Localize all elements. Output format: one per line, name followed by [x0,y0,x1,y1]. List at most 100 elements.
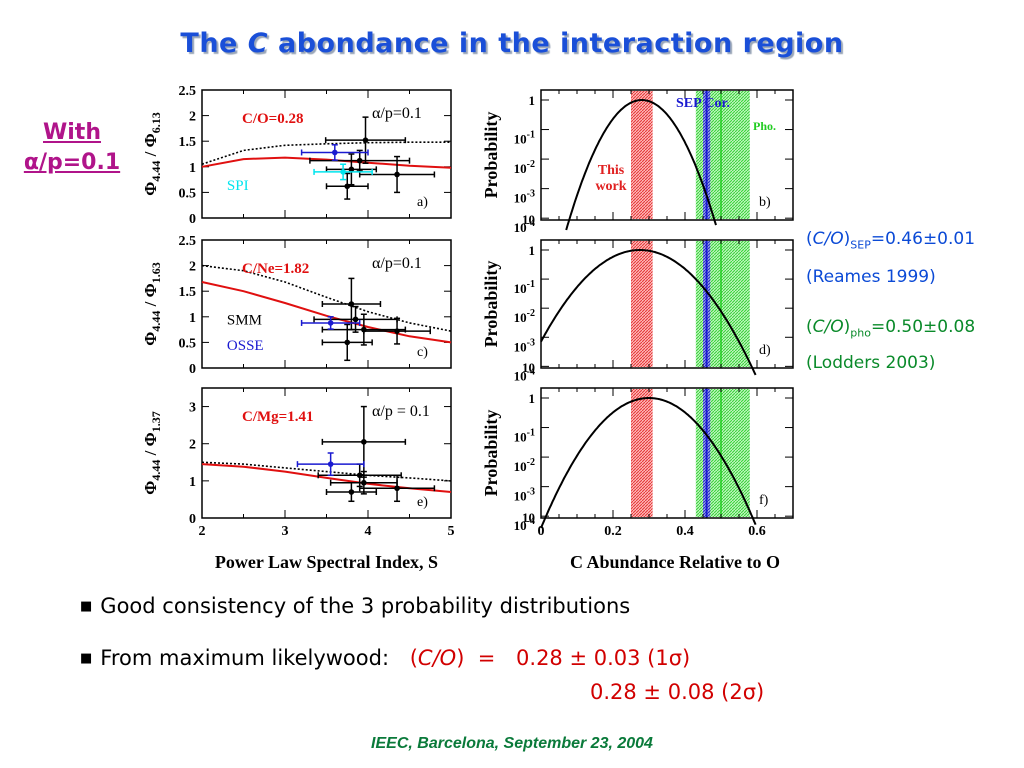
x-tick-label: 0 [538,524,545,539]
model-curve-dotted [201,461,452,482]
panel-label: a) [417,195,428,210]
sep-band-label: SEP Cor. [676,96,730,111]
y-tick-label: 10-1 [514,428,535,445]
y-tick-label: 1.5 [179,135,197,150]
slide-title: The C abondance in the interaction regio… [180,28,844,59]
data-point [340,169,346,175]
pho-reference: (Lodders 2003) [806,353,936,373]
y-tick-label: 10-2 [514,308,535,325]
ratio-label: C/O=0.28 [242,111,303,127]
data-point [361,479,367,486]
alpha-label: α/p=0.1 [372,105,422,122]
this-work-label: work [595,179,626,194]
instrument-label: SPI [227,178,249,194]
x-tick-label: 0.2 [604,524,622,539]
with-line: With [43,120,101,145]
data-point [361,439,367,445]
y-tick-label: 10 [522,510,535,525]
y-axis-label: Φ4.44 / Φ1.37 [141,411,163,494]
result-2sigma: 0.28 ± 0.08 (2σ) [590,680,765,704]
y-tick-label: 1 [529,93,536,108]
y-tick-label: 0 [189,362,196,377]
data-point [394,485,400,492]
ratio-label: C/Mg=1.41 [242,409,313,425]
sep-reference: (Reames 1999) [806,267,936,287]
y-tick-label: 3 [189,401,196,416]
alpha-label: α/p = 0.1 [372,403,430,420]
data-point [356,157,363,164]
y-axis-label: Φ4.44 / Φ1.63 [141,262,163,345]
alpha-label: α/p=0.1 [372,255,422,272]
model-curve-red [201,281,452,344]
x-tick-label: 2 [199,524,206,539]
x-axis-label: C Abundance Relative to O [570,552,780,572]
data-point [394,171,400,178]
y-tick-label: 2 [189,438,196,453]
alpha-line: α/p=0.1 [23,150,121,175]
uncertainty-band [631,91,653,219]
panel-label: b) [759,195,771,210]
y-tick-label: 0.5 [179,336,197,351]
model-curve-dotted [201,264,452,332]
panel-label: d) [759,343,771,358]
pho-ratio-note: (C/O)pho=0.50±0.08 [806,317,976,340]
data-point [332,149,338,156]
y-tick-label: 2.5 [179,84,197,99]
y-tick-label: 10-3 [514,189,535,206]
panel-label: e) [417,495,428,510]
data-point [356,472,363,479]
data-point [352,316,359,323]
instrument-label: SMM [227,312,262,328]
y-tick-label: 1.5 [179,285,197,300]
y-tick-label: 2.5 [179,234,197,249]
data-point [348,489,355,495]
ratio-label: C/Ne=1.82 [242,261,309,277]
panel-label: f) [759,493,769,508]
y-axis-label: Probability [481,112,501,199]
plot-frame [540,239,794,369]
ratio-expression: (C/O) = [409,646,496,670]
probability-curve [565,99,717,231]
y-tick-label: 1 [189,475,196,490]
y-tick-label: 0 [189,512,196,527]
chart-figure: 0 0.5 1 1.5 2 2.5 Φ4.44 / Φ6.13 C/O=0.28 α/p=0.1… [141,84,794,572]
y-tick-label: 10-3 [514,337,535,354]
probability-curve [540,249,757,376]
y-tick-label: 0 [189,212,196,227]
y-axis-label: Probability [481,410,501,497]
probability-curve [540,397,757,529]
y-tick-label: 10-1 [514,130,535,147]
uncertainty-band [631,389,653,517]
panel-label: c) [417,345,428,360]
x-tick-label: 4 [365,524,372,539]
y-tick-label: 10 [522,360,535,375]
data-point [394,328,400,334]
bullet-square-icon: ■ [80,651,93,666]
y-tick-label: 0.5 [179,186,197,201]
y-tick-label: 10-3 [514,487,535,504]
alpha-ratio-label: With α/p=0.1 [14,118,130,178]
data-point [348,166,355,173]
bullet-max-likelihood: ■ From maximum likelywood: (C/O) = 0.28 ±… [80,646,691,670]
data-point [348,301,355,307]
x-axis-label: Power Law Spectral Index, S [215,552,438,572]
y-tick-label: 10-1 [514,279,535,296]
data-point [344,339,351,346]
data-point [344,183,351,190]
y-tick-label: 10-4 [514,366,535,383]
plot-frame [540,89,794,221]
y-tick-label: 10-2 [514,457,535,474]
footer-text: IEEC, Barcelona, September 23, 2004 [371,735,653,752]
model-curve-red [201,156,452,169]
uncertainty-band [631,241,653,367]
data-point [362,137,369,143]
data-point [327,320,334,326]
y-tick-label: 1 [529,391,536,406]
y-tick-label: 10-4 [514,218,535,235]
y-tick-label: 2 [189,260,196,275]
y-tick-label: 1 [189,161,196,176]
y-tick-label: 10-4 [514,516,535,533]
result-1sigma: 0.28 ± 0.03 (1σ) [516,646,691,670]
bullet-consistency: ■ Good consistency of the 3 probability d… [80,594,631,618]
this-work-label: This [598,163,625,178]
